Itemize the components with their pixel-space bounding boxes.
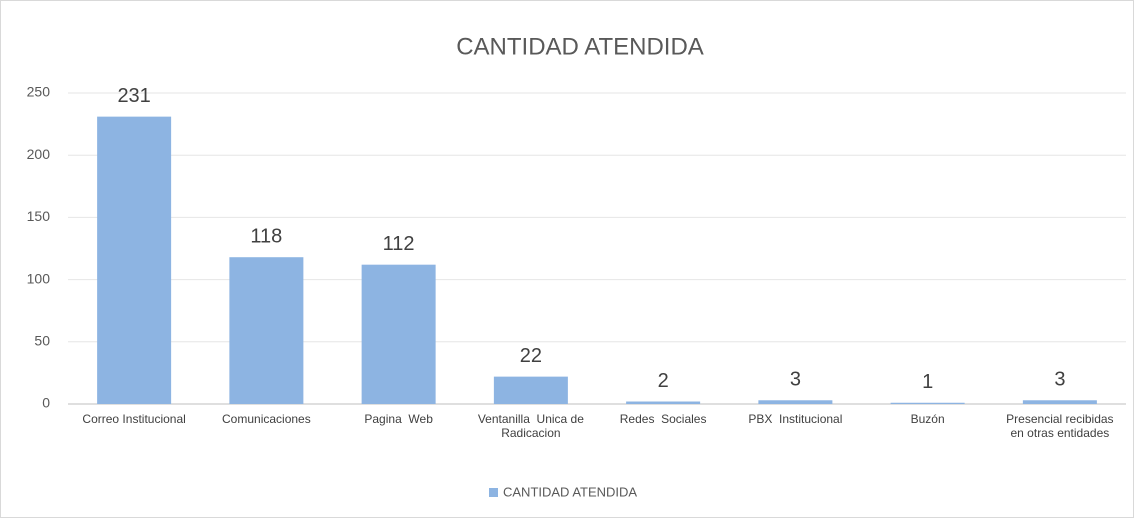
bar — [890, 402, 965, 404]
data-label: 22 — [520, 345, 542, 367]
bar — [229, 257, 304, 404]
y-tick-label: 0 — [42, 395, 50, 411]
bar — [361, 264, 436, 404]
y-tick-label: 100 — [27, 270, 51, 286]
x-tick-label: Comunicaciones — [222, 412, 311, 426]
data-label: 112 — [383, 233, 415, 255]
legend-swatch — [489, 488, 498, 497]
data-label: 3 — [790, 369, 801, 391]
x-tick-label: Buzón — [910, 412, 945, 426]
bar — [493, 376, 568, 404]
legend-label: CANTIDAD ATENDIDA — [503, 484, 637, 499]
bar — [626, 401, 701, 404]
x-tick-label: Pagina Web — [364, 412, 433, 426]
data-label: 231 — [117, 85, 150, 107]
data-label: 1 — [922, 371, 933, 393]
bar — [97, 116, 172, 405]
y-tick-label: 50 — [34, 333, 50, 349]
x-tick-label: Presencial recibidas en otras entidades — [1006, 412, 1121, 440]
y-tick-label: 250 — [27, 84, 51, 100]
x-tick-label: Ventanilla Unica de Radicacion — [477, 412, 588, 440]
data-label: 2 — [658, 370, 669, 392]
bar — [758, 400, 833, 404]
x-tick-label: Redes Sociales — [619, 412, 707, 426]
x-tick-label: PBX Institucional — [748, 412, 843, 426]
y-tick-label: 150 — [27, 208, 51, 224]
chart-title: CANTIDAD ATENDIDA — [456, 33, 704, 60]
x-tick-label: Correo Institucional — [82, 412, 186, 426]
data-label: 3 — [1054, 369, 1065, 391]
y-tick-label: 200 — [27, 146, 51, 162]
data-label: 118 — [250, 225, 282, 247]
bar — [1022, 400, 1097, 404]
